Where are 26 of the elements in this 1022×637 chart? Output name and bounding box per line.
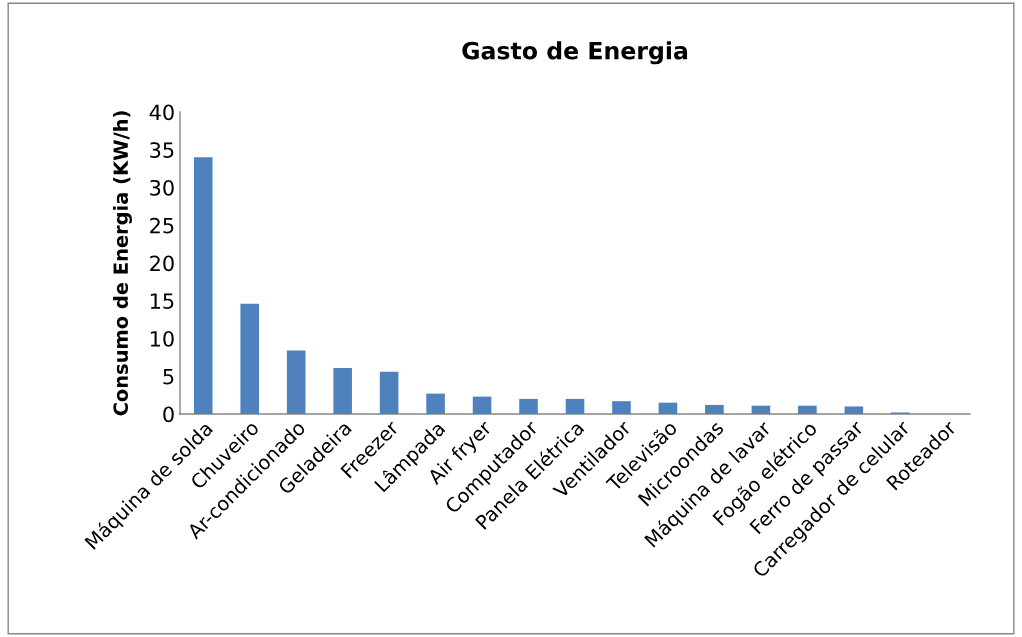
y-tick-label: 5 xyxy=(163,368,174,385)
bar xyxy=(612,401,631,414)
y-tick-label: 20 xyxy=(150,255,174,272)
y-tick-label: 0 xyxy=(163,406,174,423)
chart-title: Gasto de Energia xyxy=(462,41,688,65)
bar xyxy=(705,404,724,414)
bar xyxy=(751,405,771,414)
bar xyxy=(472,396,492,414)
y-tick-label: 10 xyxy=(150,330,174,347)
bar xyxy=(193,157,213,414)
bar xyxy=(565,398,585,414)
bar xyxy=(519,398,538,414)
bar xyxy=(426,393,445,414)
bar xyxy=(379,371,399,414)
bar xyxy=(844,406,864,414)
y-tick-label: 25 xyxy=(150,217,174,234)
y-tick-label: 30 xyxy=(150,179,174,196)
y-tick-label: 40 xyxy=(149,104,174,121)
y-tick-label: 35 xyxy=(150,142,174,158)
bar xyxy=(798,405,817,414)
y-tick-label: 15 xyxy=(150,293,174,309)
y-axis-title: Consumo de Energia (KW/h) xyxy=(112,111,132,416)
bar xyxy=(286,350,306,414)
bar xyxy=(240,303,259,414)
bar xyxy=(658,402,678,414)
bar xyxy=(333,367,352,414)
